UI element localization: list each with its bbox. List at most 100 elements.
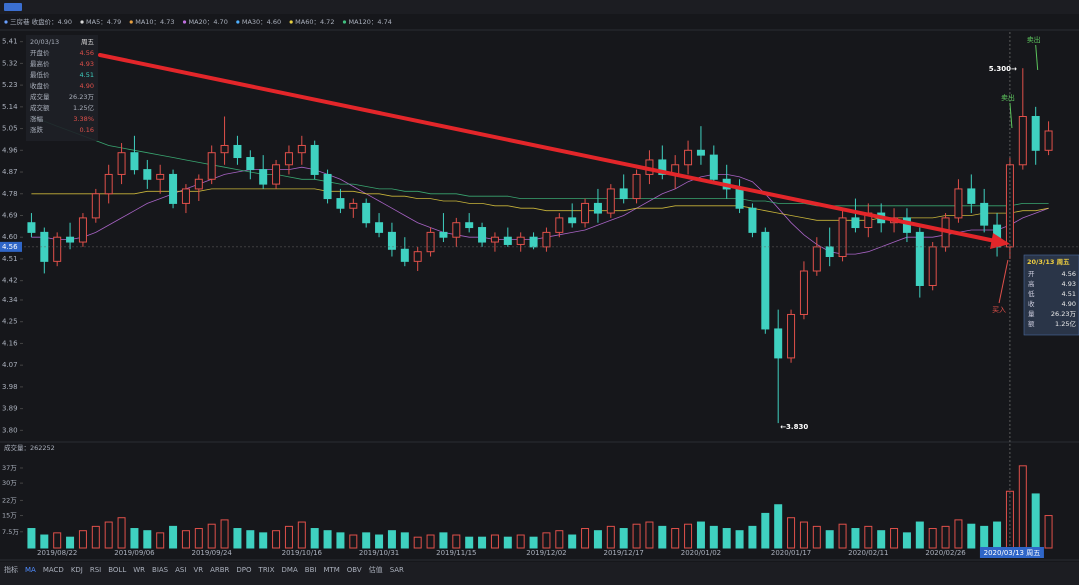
volume-bar (941, 525, 950, 549)
indicator-tab[interactable]: 估值 (369, 565, 383, 574)
info-label: 涨跌 (30, 125, 44, 134)
volume-bar (387, 530, 396, 549)
volume-bar (220, 519, 229, 549)
candle-body (954, 188, 963, 219)
candle-body (967, 188, 976, 204)
candle-body (233, 144, 242, 159)
x-tick-label: 2019/09/24 (192, 549, 233, 557)
indicator-tab[interactable]: KDJ (71, 566, 83, 574)
volume-bar (439, 532, 448, 549)
tooltip-bg (1023, 254, 1079, 336)
volume-bar (490, 534, 499, 549)
buy-signal: 买入 (992, 306, 1006, 314)
y-tick-label: 4.78 (2, 190, 18, 198)
info-value: 3.38% (73, 115, 94, 123)
legend-dot (289, 20, 293, 24)
indicator-tab[interactable]: BOLL (108, 566, 126, 574)
indicator-tab[interactable]: MACD (43, 566, 64, 574)
x-tick-label: 2019/12/17 (604, 549, 644, 557)
volume-title: 成交量：262252 (4, 443, 55, 452)
tooltip-title: 20/3/13 周五 (1027, 257, 1070, 266)
candle-body (478, 227, 487, 243)
volume-bar (967, 523, 976, 549)
candle-body (259, 169, 268, 185)
volume-bar (516, 534, 525, 549)
candle-body (593, 202, 602, 214)
indicator-tab[interactable]: BIAS (152, 566, 169, 574)
volume-bar (851, 528, 860, 549)
volume-bar (555, 530, 564, 549)
candle-body (490, 236, 499, 243)
tooltip-value: 26.23万 (1051, 310, 1077, 318)
y-tick-label: 5.05 (2, 125, 18, 133)
crosshair-price: 4.56 (2, 243, 18, 251)
indicator-tab[interactable]: ARBR (210, 566, 229, 574)
volume-bar (645, 521, 654, 549)
candle-body (980, 202, 989, 226)
candle-body (130, 152, 139, 171)
top-bar (0, 0, 1079, 14)
candle-body (696, 149, 705, 156)
indicator-tab[interactable]: 指标 (4, 565, 18, 574)
candle-body (748, 207, 757, 233)
indicator-tab[interactable]: TRIX (258, 566, 275, 574)
indicator-tab[interactable]: VR (193, 566, 203, 574)
x-tick-label: 2020/02/11 (848, 549, 888, 557)
candle-body (619, 188, 628, 200)
indicator-tab[interactable]: RSI (90, 566, 101, 574)
candle-body (387, 231, 396, 250)
indicator-tab[interactable]: DMA (282, 566, 298, 574)
volume-bar (362, 532, 371, 549)
candle-body (375, 222, 384, 233)
tooltip-label: 收 (1028, 299, 1035, 308)
indicator-tab[interactable]: WR (133, 566, 145, 574)
indicator-tab[interactable]: MA (25, 566, 36, 574)
info-value: 1.25亿 (73, 103, 94, 112)
volume-bar (297, 521, 306, 549)
volume-bar (658, 525, 667, 549)
volume-bar (632, 523, 641, 549)
candle-body (928, 246, 937, 286)
info-value: 26.23万 (69, 93, 95, 101)
candle-body (632, 173, 641, 200)
high-label: 5.300→ (989, 65, 1017, 73)
x-tick-label: 2020/02/26 (925, 549, 966, 557)
volume-bar (838, 523, 847, 549)
indicator-tab[interactable]: BBI (305, 566, 317, 574)
volume-bar (980, 525, 989, 549)
volume-bar (375, 534, 384, 549)
info-label: 最低价 (30, 70, 50, 79)
legend-dot (4, 20, 8, 24)
tooltip-label: 开 (1028, 270, 1035, 278)
tooltip-value: 4.51 (1062, 290, 1076, 298)
volume-bar (593, 530, 602, 549)
indicator-tab[interactable]: DPO (236, 566, 252, 574)
y-tick-label: 4.16 (2, 339, 18, 347)
volume-bar (207, 523, 216, 549)
candle-body (284, 152, 293, 166)
candle-body (53, 236, 62, 262)
candle-body (709, 154, 718, 180)
tooltip-label: 低 (1028, 289, 1035, 298)
volume-bar (272, 530, 281, 549)
indicator-tab[interactable]: ASI (175, 566, 186, 574)
y-tick-label: 5.23 (2, 81, 18, 89)
candle-body (117, 152, 126, 175)
candle-body (542, 231, 551, 248)
y-tick-label: 3.98 (2, 383, 18, 391)
y-tick-label: 4.07 (2, 361, 18, 369)
period-tab[interactable] (4, 3, 22, 11)
x-tick-label: 2019/10/16 (282, 549, 323, 557)
vol-tick-label: 15万 (2, 512, 17, 520)
indicator-tab[interactable]: SAR (390, 566, 404, 574)
y-tick-label: 5.14 (2, 103, 18, 111)
candle-body (310, 144, 319, 175)
trend-arrowhead (990, 233, 1010, 249)
volume-bar (130, 528, 139, 549)
volume-bar (671, 528, 680, 549)
indicator-tab[interactable]: MTM (323, 566, 339, 574)
volume-bar (91, 525, 100, 549)
indicator-tab[interactable]: OBV (347, 566, 362, 574)
info-label: 最高价 (30, 59, 50, 68)
